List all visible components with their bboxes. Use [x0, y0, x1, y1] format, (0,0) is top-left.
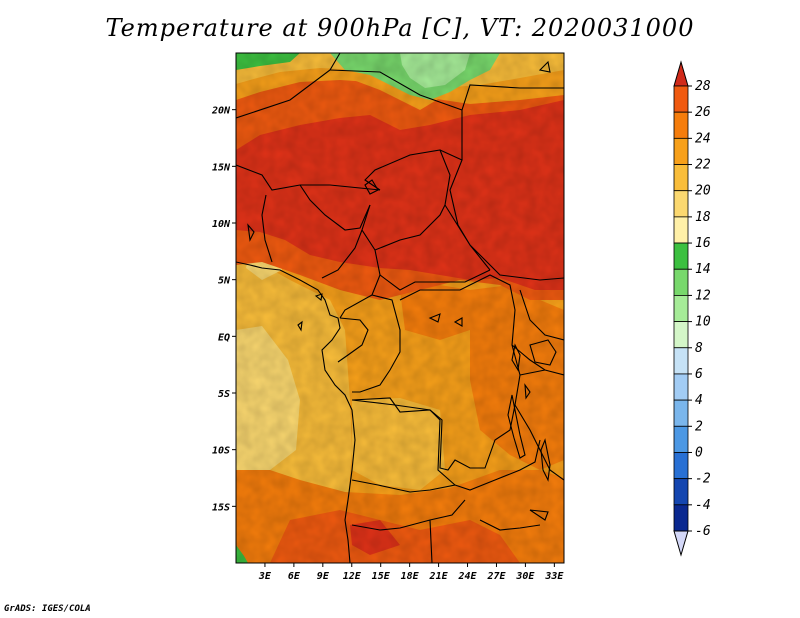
lake-victoria [529, 339, 557, 366]
map-frame [235, 52, 565, 564]
lat-tick-label: 5N [218, 276, 231, 287]
colorbar-label: 6 [695, 367, 703, 382]
colorbar-label: 16 [695, 236, 711, 251]
temperature-field [236, 53, 564, 563]
lon-tick-label: 6E [288, 571, 301, 582]
lat-tick-label: 5S [218, 389, 230, 400]
lat-tick-label: 15S [212, 502, 230, 513]
lat-tick-label: EQ [218, 332, 230, 343]
chart-title: Temperature at 900hPa [C], VT: 202003100… [105, 14, 695, 42]
colorbar-box [673, 216, 689, 244]
colorbar-bottom-arrow [673, 530, 689, 557]
lat-tick-label: 10S [212, 446, 230, 457]
border-angola [351, 399, 457, 493]
colorbar-box [673, 190, 689, 218]
colorbar-box [673, 268, 689, 296]
island-bioko [314, 293, 323, 302]
colorbar-box [673, 399, 689, 427]
colorbar-label: 14 [695, 262, 711, 277]
colorbar-label: 24 [695, 131, 711, 146]
colorbar-box [673, 321, 689, 349]
colorbar-top-arrow [673, 60, 689, 87]
colorbar-box [673, 373, 689, 401]
border-namibia [351, 499, 541, 563]
colorbar-box [673, 85, 689, 113]
grads-credit: GrADS: IGES/COLA [4, 604, 91, 614]
colorbar-label: 22 [695, 158, 711, 173]
border-zambia [454, 439, 541, 491]
longitude-ticks: 3E 6E 9E 12E 15E 18E 21E 24E 27E 30E 33E [258, 563, 564, 582]
border-nigeria [261, 184, 371, 263]
colorbar-label: 10 [695, 315, 711, 330]
colorbar-box [673, 504, 689, 532]
colorbar-box [673, 425, 689, 453]
colorbar-box [673, 111, 689, 139]
colorbar-label: 20 [695, 184, 711, 199]
colorbar-label: 8 [695, 341, 703, 356]
lat-tick-label: 20N [211, 106, 231, 117]
border-cameroon [321, 229, 381, 319]
lake-chad [364, 179, 379, 195]
colorbar-label: 2 [695, 419, 703, 434]
colorbar-box [673, 164, 689, 192]
colorbar-label: 28 [695, 79, 711, 94]
lake-kivu-albert [511, 343, 531, 400]
colorbar-label: 26 [695, 105, 711, 120]
colorbar-label: -2 [695, 472, 711, 487]
border-north-3 [461, 84, 564, 111]
lake-malawi [540, 438, 551, 482]
border-north-1 [236, 53, 341, 119]
lon-tick-label: 24E [457, 571, 477, 582]
inland-detail-1 [297, 320, 303, 332]
inland-detail-4 [538, 60, 551, 73]
border-sudan [439, 149, 564, 281]
colorbar-label: -4 [695, 498, 711, 513]
colorbar-label: 4 [695, 393, 703, 408]
lon-tick-label: 21E [429, 571, 449, 582]
colorbar-label: -6 [695, 524, 711, 539]
field-texture [236, 53, 564, 563]
border-tanzania [514, 369, 564, 481]
lon-tick-label: 3E [258, 571, 272, 582]
lon-tick-label: 15E [372, 571, 391, 582]
colorbar-box [673, 452, 689, 480]
inland-detail-2 [428, 313, 463, 327]
lat-tick-label: 15N [212, 162, 231, 173]
colorbar-label: 0 [695, 445, 703, 460]
lake-tanganyika [507, 394, 526, 459]
lat-tick-label: 10N [212, 219, 231, 230]
colorbar-box [673, 478, 689, 506]
country-borders [236, 53, 564, 563]
lon-tick-label: 27E [486, 571, 506, 582]
coastline [236, 261, 356, 563]
border-uganda-kenya [511, 289, 564, 376]
colorbar-box [673, 295, 689, 322]
lon-tick-label: 12E [343, 571, 362, 582]
colorbar-label: 18 [695, 210, 711, 225]
lon-tick-label: 9E [317, 571, 330, 582]
inland-detail-3 [529, 509, 549, 521]
colorbar-label: 12 [695, 288, 711, 303]
lake-volta [247, 223, 255, 242]
colorbar-box [673, 137, 689, 165]
colorbar-box [673, 242, 689, 270]
border-gabon-congo [337, 294, 401, 393]
lon-tick-label: 18E [401, 571, 420, 582]
border-north-2 [329, 69, 463, 160]
latitude-ticks: 20N 15N 10N 5N EQ 5S 10S 15S [211, 106, 236, 513]
lon-tick-label: 33E [544, 571, 564, 582]
colorbar-box [673, 347, 689, 375]
lon-tick-label: 30E [515, 571, 535, 582]
